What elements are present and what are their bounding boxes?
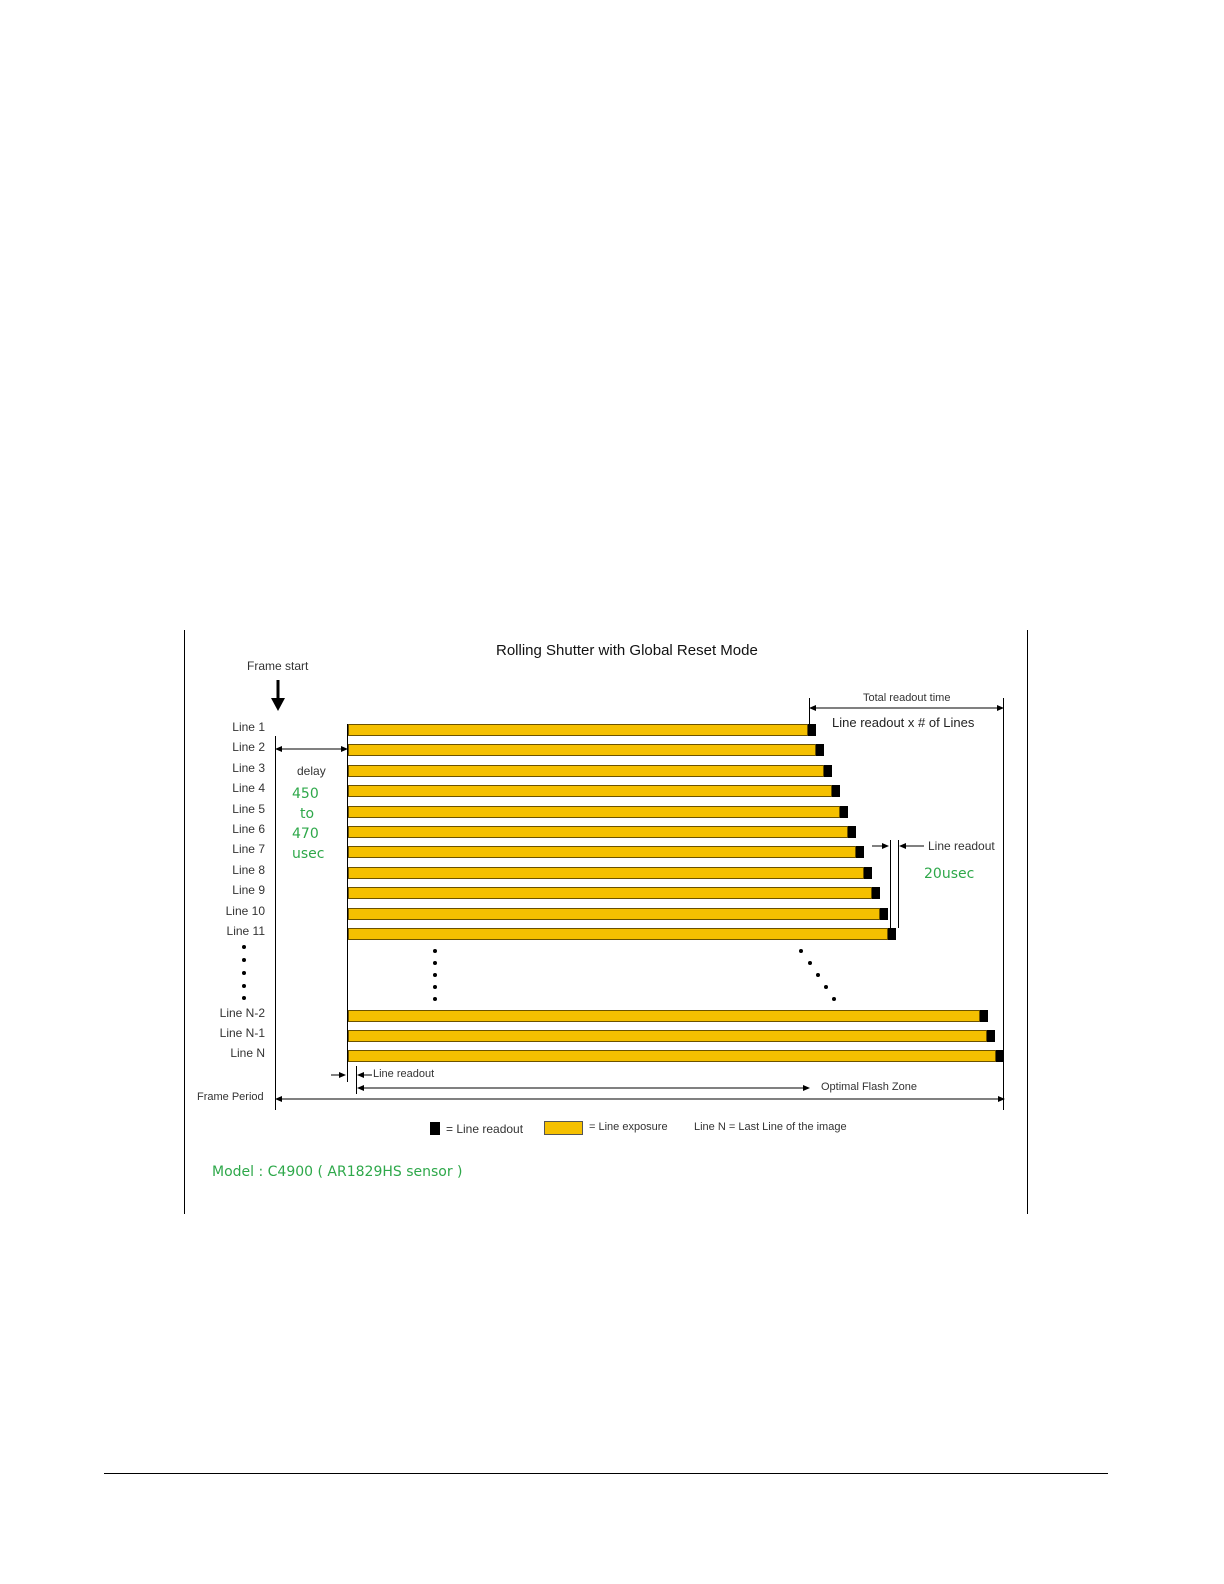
row-label: Line 4 <box>232 781 265 795</box>
bar-ellipsis-dots <box>433 949 437 1001</box>
figure-border-right <box>1027 630 1028 1214</box>
exposure-bar <box>348 724 808 736</box>
delay-arrow <box>275 746 348 752</box>
model-caption: Model : C4900 ( AR1829HS sensor ) <box>212 1164 463 1180</box>
legend-exposure-swatch <box>544 1121 583 1135</box>
total-readout-end-line <box>1003 698 1004 1110</box>
frame-start-arrow-icon <box>271 680 285 711</box>
footer-rule <box>104 1473 1108 1474</box>
readout-block <box>832 785 840 797</box>
readout-block <box>987 1030 995 1042</box>
row-label: Line N-1 <box>219 1026 265 1040</box>
delay-value-4: usec <box>292 846 325 862</box>
readout-block <box>864 867 872 879</box>
row-label: Line 3 <box>232 761 265 775</box>
exposure-bar <box>348 928 888 940</box>
exposure-bar <box>348 846 856 858</box>
delay-label: delay <box>297 764 326 778</box>
readout-block <box>816 744 824 756</box>
legend-exposure-label: = Line exposure <box>589 1121 668 1133</box>
readout-block <box>808 724 816 736</box>
figure-border-left <box>184 630 185 1214</box>
delay-value-2: to <box>300 806 315 822</box>
optimal-flash-zone-arrow <box>357 1085 810 1091</box>
bottom-readout-marker <box>356 1066 357 1094</box>
readout-block <box>872 887 880 899</box>
exposure-bar <box>348 1050 996 1062</box>
row-label: Line 8 <box>232 863 265 877</box>
exposure-bar <box>348 1010 980 1022</box>
exposure-bar <box>348 826 848 838</box>
row-label: Line N <box>230 1046 265 1060</box>
legend-readout-swatch <box>430 1122 440 1135</box>
readout-arrow-right <box>899 843 924 849</box>
frame-start-label: Frame start <box>247 659 309 673</box>
exposure-bar <box>348 785 832 797</box>
frame-axis-line <box>275 736 276 1110</box>
line-readout-x-lines-label: Line readout x # of Lines <box>832 715 975 730</box>
legend-line-n-label: Line N = Last Line of the image <box>694 1121 847 1133</box>
readout-marker-b <box>898 840 899 928</box>
optimal-flash-zone-label: Optimal Flash Zone <box>821 1081 917 1093</box>
row-label: Line 2 <box>232 740 265 754</box>
exposure-bar <box>348 806 840 818</box>
figure-title: Rolling Shutter with Global Reset Mode <box>496 642 758 659</box>
total-readout-arrow <box>809 705 1004 711</box>
row-label: Line N-2 <box>219 1006 265 1020</box>
bottom-readout-arrow-right <box>357 1072 372 1078</box>
legend-readout-label: = Line readout <box>446 1122 524 1136</box>
delay-value-3: 470 <box>292 826 319 842</box>
frame-period-arrow <box>275 1096 1005 1102</box>
row-label: Line 1 <box>232 720 265 734</box>
line-readout-time: 20usec <box>924 866 975 882</box>
exposure-bar <box>348 908 880 920</box>
exposure-bar <box>348 867 864 879</box>
line-readout-label: Line readout <box>928 839 995 853</box>
readout-block <box>856 846 864 858</box>
row-ellipsis-dots <box>242 945 246 1000</box>
row-label: Line 5 <box>232 802 265 816</box>
readout-block <box>888 928 896 940</box>
total-readout-label: Total readout time <box>863 692 951 704</box>
row-label: Line 9 <box>232 883 265 897</box>
readout-arrow-left <box>872 843 889 849</box>
exposure-start-line <box>347 724 348 1082</box>
row-label: Line 11 <box>226 924 265 938</box>
exposure-bar <box>348 744 816 756</box>
delay-value-1: 450 <box>292 786 319 802</box>
exposure-bar <box>348 1030 987 1042</box>
readout-marker-a <box>890 840 891 928</box>
row-label: Line 6 <box>232 822 265 836</box>
bottom-readout-arrow-left <box>331 1072 346 1078</box>
frame-period-label: Frame Period <box>197 1091 264 1103</box>
bottom-line-readout-label: Line readout <box>373 1068 435 1080</box>
readout-block <box>824 765 832 777</box>
readout-diagonal-dots <box>799 949 836 1001</box>
row-label: Line 10 <box>225 904 265 918</box>
exposure-bar <box>348 765 824 777</box>
readout-block <box>840 806 848 818</box>
readout-block <box>848 826 856 838</box>
readout-block <box>880 908 888 920</box>
readout-block <box>996 1050 1004 1062</box>
total-readout-start-line <box>809 698 810 732</box>
exposure-bar <box>348 887 872 899</box>
row-label: Line 7 <box>232 842 265 856</box>
readout-block <box>980 1010 988 1022</box>
